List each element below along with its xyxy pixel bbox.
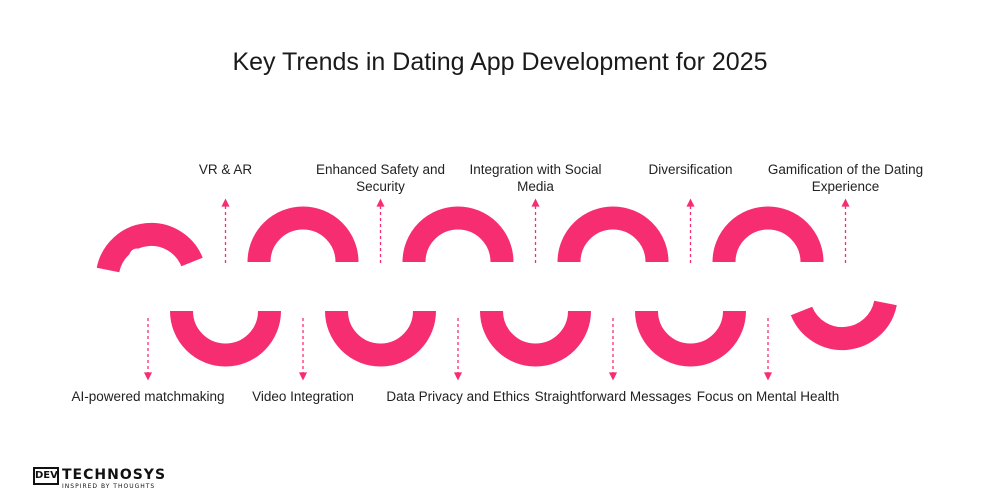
step-label: Enhanced Safety and Security xyxy=(315,162,446,194)
wave-arc xyxy=(247,206,359,263)
step-label: Data Privacy and Ethics xyxy=(386,389,530,404)
arrowhead-icon xyxy=(841,198,850,207)
step-number: 04 xyxy=(359,293,402,328)
arrowhead-icon xyxy=(143,372,153,381)
wave-arc xyxy=(635,310,746,367)
step-number: 10 xyxy=(824,293,867,328)
logo-tagline: INSPIRED BY THOUGHTS xyxy=(62,483,156,490)
step-label: VR & AR xyxy=(198,162,253,177)
step-label: Focus on Mental Health xyxy=(696,389,840,404)
arrowhead-icon xyxy=(763,372,773,381)
wave-arc xyxy=(557,206,669,263)
step-number: 05 xyxy=(437,244,479,279)
logo-wordmark: TECHNOSYS xyxy=(62,467,167,483)
wave-arc xyxy=(170,310,281,367)
wave-arc xyxy=(325,310,436,367)
arrowhead-icon xyxy=(608,372,618,381)
step-number: 03 xyxy=(282,244,324,279)
step-label: Integration with Social Media xyxy=(469,162,602,194)
company-logo: DEV TECHNOSYS INSPIRED BY THOUGHTS xyxy=(33,467,173,491)
arrowhead-icon xyxy=(376,198,385,207)
step-number: 07 xyxy=(592,244,634,279)
wave-arc xyxy=(402,206,514,263)
step-label: Video Integration xyxy=(252,389,354,404)
step-number: 02 xyxy=(204,293,247,328)
step-label: Straightforward Messages xyxy=(534,389,692,404)
step-number: 06 xyxy=(514,293,557,328)
arrowhead-icon xyxy=(531,198,540,207)
step-number: 09 xyxy=(747,244,789,279)
arrowhead-icon xyxy=(298,372,308,381)
page-title: Key Trends in Dating App Development for… xyxy=(232,48,768,76)
arrowhead-icon xyxy=(686,198,695,207)
wave-arc xyxy=(712,206,824,263)
arrowhead-icon xyxy=(221,198,230,207)
step-label: AI-powered matchmaking xyxy=(71,389,225,404)
wave-arc xyxy=(790,300,897,351)
logo-box: DEV xyxy=(33,467,59,485)
step-label: Diversification xyxy=(648,162,733,177)
step-number: 08 xyxy=(669,293,712,328)
step-label: Gamification of the Dating Experience xyxy=(767,162,924,194)
arrowhead-icon xyxy=(453,372,463,381)
step-number: 01 xyxy=(127,244,169,279)
wave-arc xyxy=(480,310,591,367)
wave-arc xyxy=(96,222,203,273)
